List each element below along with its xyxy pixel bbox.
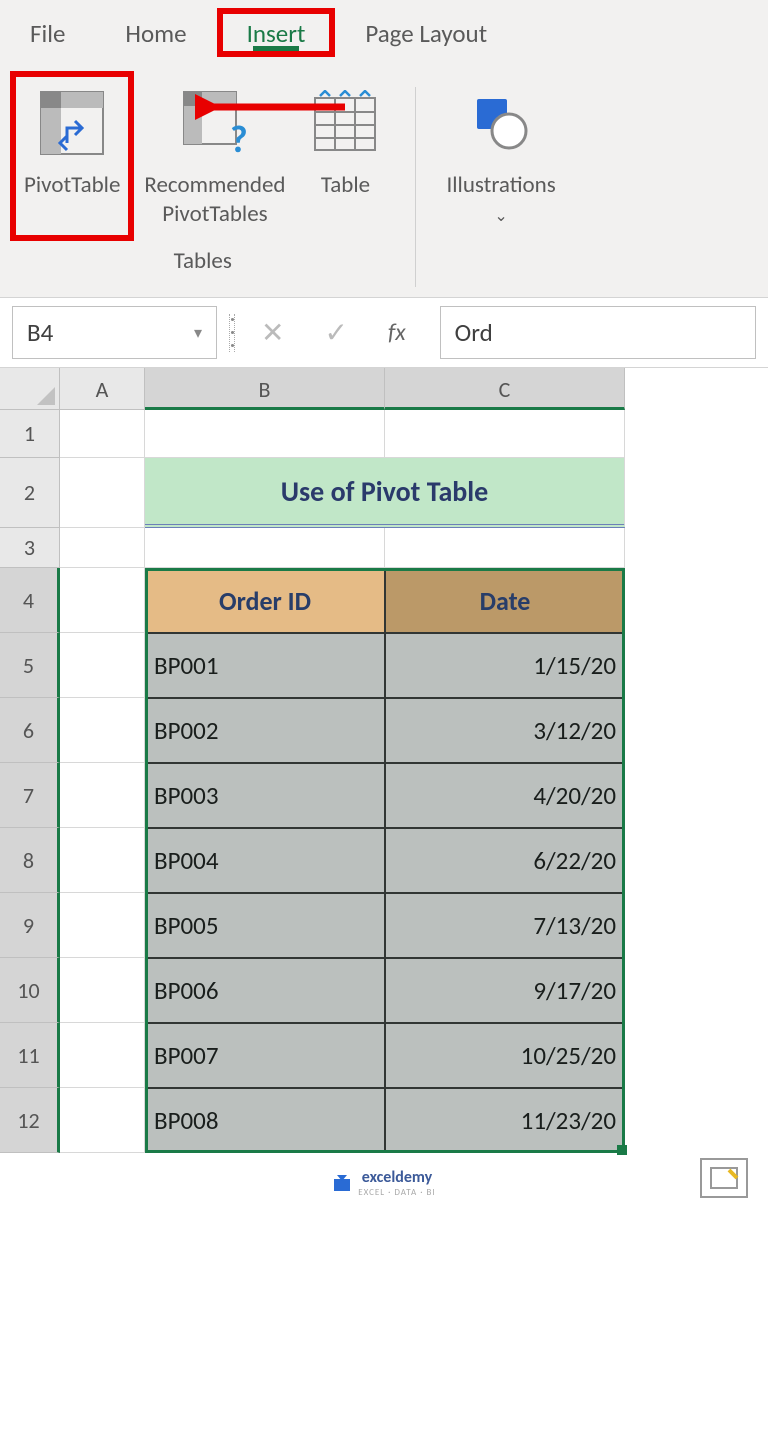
watermark-sub: EXCEL · DATA · BI xyxy=(358,1187,435,1198)
cell[interactable] xyxy=(60,633,145,698)
row-header-3[interactable]: 3 xyxy=(0,528,60,568)
pivot-table-icon xyxy=(32,83,112,163)
illustrations-icon xyxy=(461,83,541,163)
cell[interactable] xyxy=(60,1088,145,1153)
title-cell[interactable]: Use of Pivot Table xyxy=(145,458,625,528)
table-cell[interactable]: 3/12/20 xyxy=(385,698,625,763)
row-header-7[interactable]: 7 xyxy=(0,763,60,828)
cell[interactable] xyxy=(145,528,385,568)
group-label-tables: Tables xyxy=(174,247,232,275)
illustrations-button[interactable]: Illustrations⌄ xyxy=(436,77,565,235)
confirm-formula-button[interactable]: ✓ xyxy=(310,307,361,358)
pivot-table-button[interactable]: PivotTable xyxy=(10,71,134,241)
cells-area: Use of Pivot Table Order IDDate BP0011/1… xyxy=(60,410,768,1153)
table-cell[interactable]: 1/15/20 xyxy=(385,633,625,698)
table-cell[interactable]: 7/13/20 xyxy=(385,893,625,958)
cell[interactable] xyxy=(60,958,145,1023)
table-cell[interactable]: 4/20/20 xyxy=(385,763,625,828)
cell[interactable] xyxy=(60,410,145,458)
table-cell[interactable]: 9/17/20 xyxy=(385,958,625,1023)
row-header-2[interactable]: 2 xyxy=(0,458,60,528)
chevron-down-icon: ⌄ xyxy=(494,207,507,226)
table-cell[interactable]: BP002 xyxy=(145,698,385,763)
row-header-10[interactable]: 10 xyxy=(0,958,60,1023)
row-header-6[interactable]: 6 xyxy=(0,698,60,763)
formula-bar: B4 ▾ ✕ ✓ fx Ord xyxy=(0,298,768,368)
row-headers: 1 2 3 4 5 6 7 8 9 10 11 12 xyxy=(0,410,60,1153)
row-header-5[interactable]: 5 xyxy=(0,633,60,698)
cell[interactable] xyxy=(60,568,145,633)
table-cell[interactable]: BP004 xyxy=(145,828,385,893)
col-header-c[interactable]: C xyxy=(385,368,625,410)
name-box-value: B4 xyxy=(27,317,53,348)
cell[interactable] xyxy=(60,1023,145,1088)
ribbon-body: PivotTable ? Recommended PivotTables Tab… xyxy=(0,57,768,297)
table-cell[interactable]: BP003 xyxy=(145,763,385,828)
col-header-b[interactable]: B xyxy=(145,368,385,410)
name-box[interactable]: B4 ▾ xyxy=(12,306,217,359)
recommended-pivot-label: Recommended PivotTables xyxy=(144,171,285,229)
table-cell[interactable]: BP007 xyxy=(145,1023,385,1088)
row-header-9[interactable]: 9 xyxy=(0,893,60,958)
cell[interactable] xyxy=(385,410,625,458)
table-cell[interactable]: 11/23/20 xyxy=(385,1088,625,1153)
table-header-order[interactable]: Order ID xyxy=(145,568,385,633)
row-header-4[interactable]: 4 xyxy=(0,568,60,633)
column-header-row: A B C xyxy=(0,368,768,410)
tab-home[interactable]: Home xyxy=(95,8,216,57)
cell[interactable] xyxy=(385,528,625,568)
cancel-formula-button[interactable]: ✕ xyxy=(247,307,298,358)
row-header-1[interactable]: 1 xyxy=(0,410,60,458)
watermark-text: exceldemy xyxy=(358,1168,435,1187)
table-cell[interactable]: BP001 xyxy=(145,633,385,698)
cell[interactable] xyxy=(60,828,145,893)
cell[interactable] xyxy=(60,458,145,528)
tab-insert[interactable]: Insert xyxy=(217,8,336,57)
tab-file[interactable]: File xyxy=(0,8,95,57)
chevron-down-icon: ▾ xyxy=(194,323,202,343)
formula-bar-separator xyxy=(229,314,235,352)
formula-input[interactable]: Ord xyxy=(440,306,756,359)
tab-page-layout[interactable]: Page Layout xyxy=(335,8,517,57)
ribbon-tabs: File Home Insert Page Layout xyxy=(0,0,768,57)
pivot-table-label: PivotTable xyxy=(24,171,120,200)
quick-analysis-icon[interactable] xyxy=(700,1158,748,1198)
watermark-icon xyxy=(332,1173,352,1193)
annotation-arrow xyxy=(195,92,355,127)
watermark: exceldemy EXCEL · DATA · BI xyxy=(0,1168,768,1198)
col-header-a[interactable]: A xyxy=(60,368,145,410)
cell[interactable] xyxy=(60,893,145,958)
table-cell[interactable]: 10/25/20 xyxy=(385,1023,625,1088)
row-header-11[interactable]: 11 xyxy=(0,1023,60,1088)
table-cell[interactable]: 6/22/20 xyxy=(385,828,625,893)
ribbon: File Home Insert Page Layout PivotTable … xyxy=(0,0,768,298)
cell[interactable] xyxy=(145,410,385,458)
illustrations-label: Illustrations⌄ xyxy=(446,171,555,229)
cell[interactable] xyxy=(60,528,145,568)
fx-button[interactable]: fx xyxy=(374,310,420,355)
select-all-corner[interactable] xyxy=(0,368,60,410)
ribbon-divider xyxy=(415,87,416,287)
table-cell[interactable]: BP008 xyxy=(145,1088,385,1153)
table-cell[interactable]: BP006 xyxy=(145,958,385,1023)
row-header-8[interactable]: 8 xyxy=(0,828,60,893)
worksheet-grid: 1 2 3 4 5 6 7 8 9 10 11 12 Use of Pivot … xyxy=(0,410,768,1153)
table-header-date[interactable]: Date xyxy=(385,568,625,633)
table-label: Table xyxy=(321,171,370,200)
cell[interactable] xyxy=(60,763,145,828)
cell[interactable] xyxy=(60,698,145,763)
ribbon-group-illustrations: Illustrations⌄ xyxy=(436,77,565,235)
table-cell[interactable]: BP005 xyxy=(145,893,385,958)
row-header-12[interactable]: 12 xyxy=(0,1088,60,1153)
